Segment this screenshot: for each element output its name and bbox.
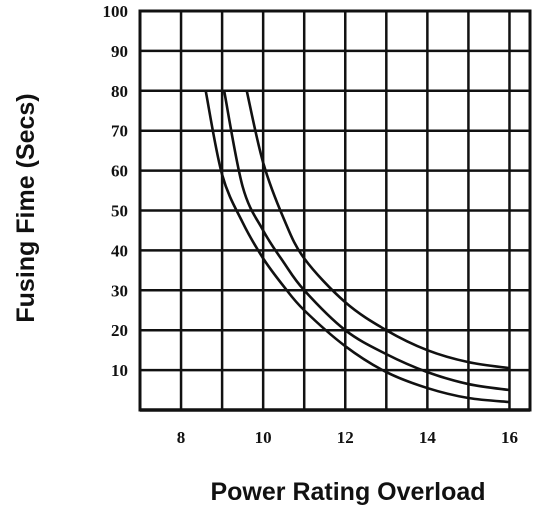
- x-tick-label: 10: [255, 428, 272, 447]
- fusing-curve: [245, 90, 510, 370]
- y-tick-label: 100: [103, 2, 129, 21]
- y-tick-label: 80: [111, 82, 128, 101]
- y-tick-label: 70: [111, 122, 128, 141]
- x-tick-labels: 8 10 12 14 16: [177, 428, 518, 447]
- y-tick-label: 30: [111, 281, 128, 300]
- y-tick-label: 10: [111, 361, 128, 380]
- y-tick-label: 20: [111, 321, 128, 340]
- x-tick-label: 12: [337, 428, 354, 447]
- y-tick-label: 50: [111, 202, 128, 221]
- y-tick-labels: 10 20 30 40 50 60 70 80 90 100: [103, 2, 129, 380]
- fusing-curve: [222, 90, 510, 392]
- x-tick-label: 8: [177, 428, 186, 447]
- x-tick-label: 14: [419, 428, 437, 447]
- fusing-curve: [204, 90, 510, 404]
- x-axis-title: Power Rating Overload: [210, 478, 485, 506]
- chart-grid: [138, 9, 532, 412]
- x-tick-label: 16: [501, 428, 518, 447]
- y-tick-label: 90: [111, 42, 128, 61]
- chart-curves: [204, 90, 510, 404]
- y-tick-label: 40: [111, 241, 128, 260]
- y-axis-title: Fusing Fime (Secs): [12, 93, 40, 322]
- y-tick-label: 60: [111, 162, 128, 181]
